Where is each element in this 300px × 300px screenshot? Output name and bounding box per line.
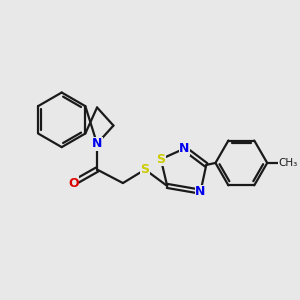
Text: S: S — [156, 153, 165, 166]
Text: S: S — [140, 163, 149, 176]
Text: CH₃: CH₃ — [278, 158, 298, 168]
Text: N: N — [92, 137, 102, 150]
Text: N: N — [195, 185, 206, 198]
Text: N: N — [179, 142, 190, 155]
Text: O: O — [68, 177, 79, 190]
